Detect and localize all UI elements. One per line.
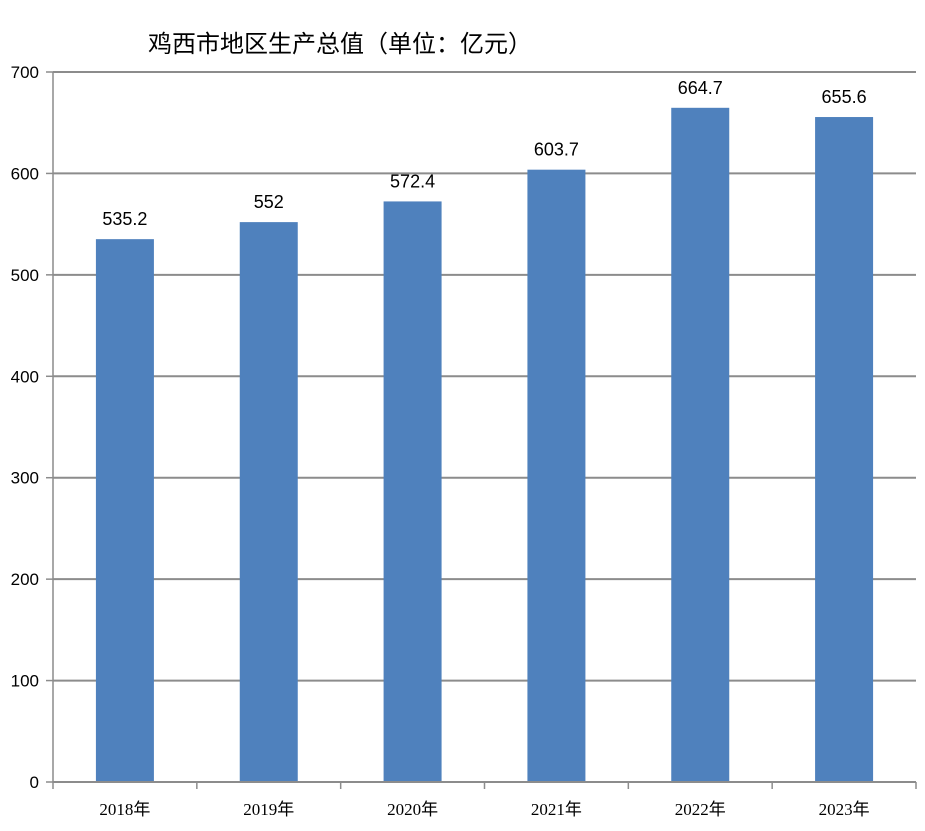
bars bbox=[95, 107, 874, 783]
data-label: 552 bbox=[254, 192, 284, 212]
chart-title: 鸡西市地区生产总值（单位：亿元） bbox=[148, 30, 532, 58]
bar bbox=[383, 201, 442, 782]
y-tick-label: 400 bbox=[11, 367, 39, 386]
y-tick-label: 600 bbox=[11, 164, 39, 183]
bar bbox=[239, 222, 298, 783]
y-tick-label: 0 bbox=[30, 773, 39, 792]
data-label: 603.7 bbox=[534, 140, 579, 160]
y-tick-label: 200 bbox=[11, 570, 39, 589]
x-tick-label: 2022年 bbox=[675, 800, 726, 819]
x-axis: 2018年 2019年 2020年 2021年 2022年 2023年 bbox=[52, 781, 917, 819]
data-label: 572.4 bbox=[390, 171, 435, 191]
x-tick-label: 2019年 bbox=[243, 800, 294, 819]
y-axis-ticks: 0 100 200 300 400 500 600 700 bbox=[11, 63, 39, 792]
data-label: 655.6 bbox=[822, 87, 867, 107]
y-tick-label: 100 bbox=[11, 672, 39, 691]
y-tick-label: 300 bbox=[11, 469, 39, 488]
y-tick-label: 500 bbox=[11, 266, 39, 285]
x-tick-label: 2023年 bbox=[819, 800, 870, 819]
bar bbox=[527, 169, 586, 782]
y-tick-label: 700 bbox=[11, 63, 39, 82]
data-labels: 535.2 552 572.4 603.7 664.7 655.6 bbox=[102, 78, 866, 229]
bar bbox=[95, 239, 154, 782]
gridlines bbox=[46, 71, 916, 783]
x-tick-label: 2020年 bbox=[387, 800, 438, 819]
bar bbox=[671, 107, 730, 783]
data-label: 535.2 bbox=[102, 209, 147, 229]
bar bbox=[815, 117, 874, 782]
x-tick-label: 2018年 bbox=[99, 800, 150, 819]
data-label: 664.7 bbox=[678, 78, 723, 98]
x-tick-label: 2021年 bbox=[531, 800, 582, 819]
